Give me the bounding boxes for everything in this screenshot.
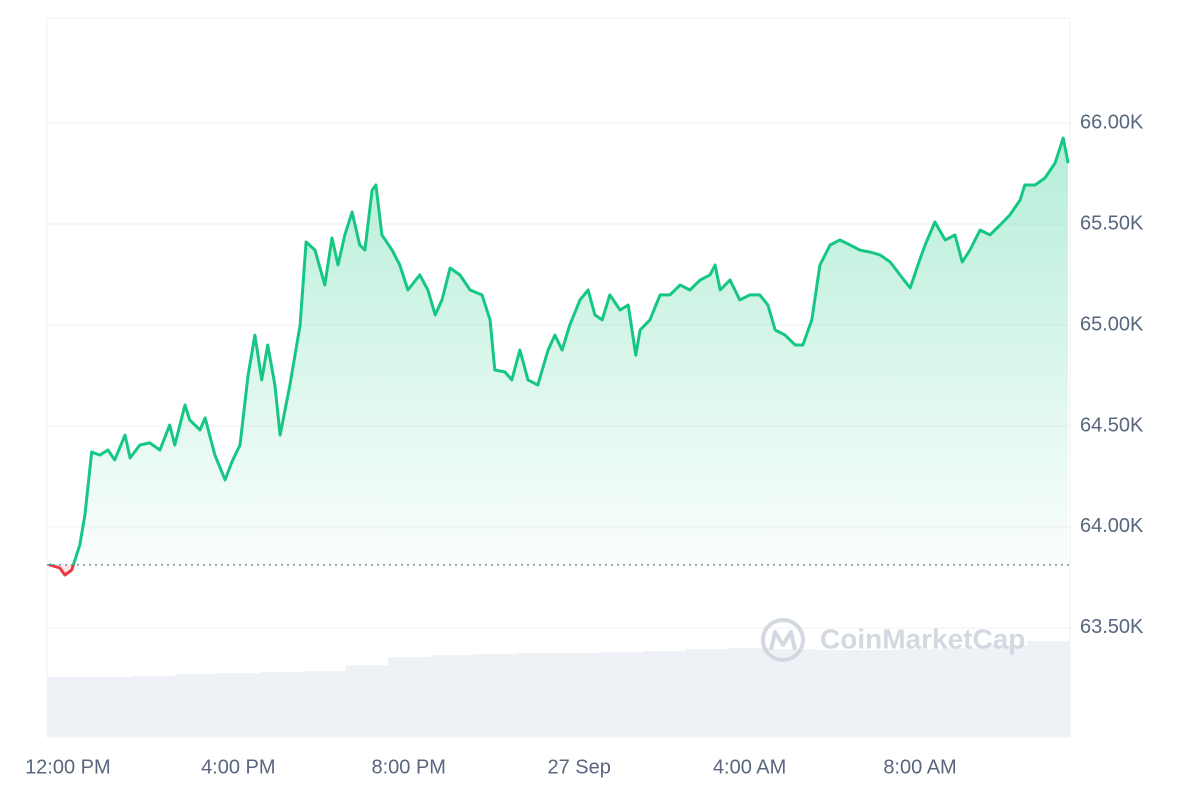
x-tick-label: 12:00 PM: [25, 756, 111, 778]
price-area: [50, 138, 1068, 575]
volume-bar: [473, 654, 517, 737]
x-tick-label: 8:00 AM: [883, 756, 956, 778]
volume-group: [47, 641, 1071, 737]
y-tick-label: 66.00K: [1080, 111, 1144, 133]
marks-group: [48, 136, 1070, 577]
volume-bar: [729, 648, 773, 737]
volume-bar: [899, 649, 943, 737]
volume-bar: [174, 674, 218, 737]
volume-bar: [601, 652, 645, 737]
volume-bar: [388, 657, 432, 737]
volume-bar: [47, 677, 91, 737]
watermark-logo-mark: [769, 630, 797, 651]
y-tick-label: 64.00K: [1080, 515, 1144, 537]
volume-bar: [942, 648, 986, 737]
x-tick-label: 27 Sep: [547, 756, 610, 778]
price-line: [48, 136, 1070, 577]
volume-bar: [132, 676, 176, 737]
volume-bar: [814, 650, 858, 737]
labels-group: 63.50K 64.00K 64.50K 65.00K 65.50K 66.00K 12:0…: [25, 111, 1144, 778]
volume-bar: [89, 677, 133, 737]
volume-bar: [558, 653, 602, 737]
watermark-logo: [761, 618, 805, 662]
volume-bar: [984, 645, 1028, 737]
watermark-text: CoinMarketCap: [820, 623, 1025, 654]
x-tick-label: 4:00 PM: [201, 756, 275, 778]
volume-bar: [643, 651, 687, 737]
volume-bar: [515, 653, 559, 737]
x-tick-label: 4:00 AM: [713, 756, 786, 778]
volume-bar: [771, 649, 815, 737]
volume-bar: [345, 665, 389, 737]
volume-bar: [856, 650, 900, 737]
volume-bar: [430, 655, 474, 737]
x-tick-label: 8:00 PM: [371, 756, 445, 778]
volume-bar: [260, 672, 304, 737]
volume-bar: [217, 673, 261, 737]
volume-bar: [302, 671, 346, 737]
volume-bar: [686, 649, 730, 737]
watermark: CoinMarketCap: [761, 618, 1025, 662]
y-tick-label: 63.50K: [1080, 616, 1144, 638]
volume-bar: [1027, 641, 1071, 737]
y-tick-label: 65.50K: [1080, 212, 1144, 234]
y-tick-label: 65.00K: [1080, 313, 1144, 335]
y-tick-label: 64.50K: [1080, 414, 1144, 436]
